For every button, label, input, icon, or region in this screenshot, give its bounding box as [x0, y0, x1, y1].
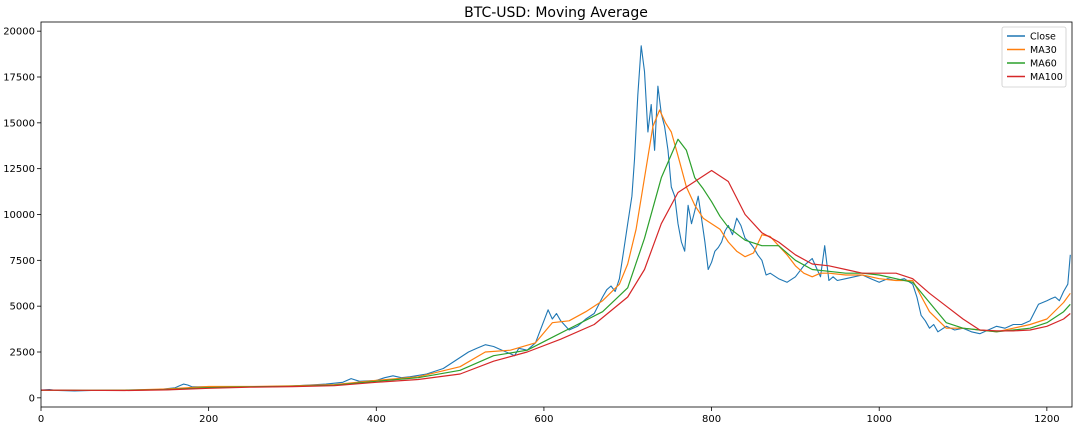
- x-axis: 0 200 400 600 800 1000 1200: [38, 407, 1060, 425]
- series-line-ma30: [40, 109, 1071, 391]
- y-tick-label: 0: [29, 393, 35, 404]
- legend-label-close: Close: [1030, 31, 1056, 42]
- x-tick-label: 200: [199, 414, 218, 425]
- y-axis: 0 2500 5000 7500 10000 12500 15000 17500 20000: [3, 27, 41, 404]
- x-tick-label: 0: [38, 414, 44, 425]
- y-tick-label: 5000: [10, 302, 35, 313]
- y-tick-label: 15000: [3, 118, 35, 129]
- y-tick-label: 7500: [10, 256, 35, 267]
- x-tick-label: 400: [367, 414, 386, 425]
- series-line-ma100: [40, 169, 1071, 392]
- legend-box: [1001, 26, 1067, 88]
- y-tick-label: 10000: [3, 210, 35, 221]
- y-tick-label: 12500: [3, 164, 35, 175]
- series-line-ma60: [40, 138, 1071, 391]
- y-tick-label: 2500: [10, 348, 35, 359]
- legend-label-ma100: MA100: [1030, 72, 1063, 83]
- series-layer: [40, 45, 1071, 392]
- series-line-close: [40, 45, 1071, 392]
- legend-label-ma30: MA30: [1030, 45, 1057, 56]
- y-tick-label: 20000: [3, 27, 35, 38]
- legend: Close MA30 MA60 MA100: [1001, 26, 1067, 88]
- plot-frame: [40, 21, 1073, 408]
- legend-label-ma60: MA60: [1030, 58, 1057, 69]
- x-tick-label: 1000: [866, 414, 891, 425]
- x-tick-label: 800: [702, 414, 721, 425]
- x-tick-label: 600: [534, 414, 553, 425]
- x-tick-label: 1200: [1034, 414, 1059, 425]
- chart-title: BTC-USD: Moving Average: [464, 5, 648, 21]
- y-tick-label: 17500: [3, 73, 35, 84]
